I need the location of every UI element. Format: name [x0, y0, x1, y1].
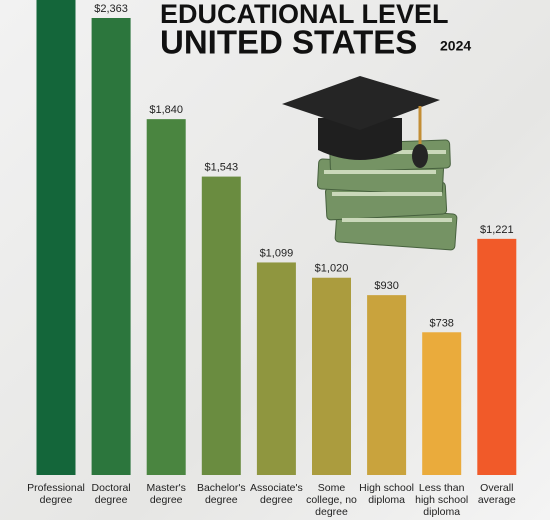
- x-tick-label: Less than high school diploma: [415, 482, 469, 518]
- x-tick-label: Master's degree: [146, 482, 186, 506]
- year: 2024: [440, 38, 471, 54]
- x-tick-label: High school diploma: [359, 482, 415, 506]
- value-label: $930: [374, 280, 398, 292]
- x-tick-label: Some college, no degree: [306, 482, 357, 518]
- bar: [367, 295, 407, 475]
- bar: [201, 176, 241, 475]
- value-label: $1,840: [149, 104, 183, 116]
- value-label: $1,543: [204, 162, 238, 174]
- value-label: $738: [429, 317, 453, 329]
- bar: [36, 0, 76, 476]
- chart-title: EDUCATIONAL LEVEL: [160, 0, 449, 29]
- value-label: $1,020: [315, 263, 349, 275]
- x-tick-label: Doctoral degree: [91, 482, 131, 506]
- value-label: $1,221: [480, 224, 514, 236]
- bar: [91, 17, 131, 476]
- value-label: $2,363: [94, 3, 128, 15]
- bar: [422, 332, 462, 475]
- value-label: $1,099: [260, 247, 294, 259]
- chart-subtitle: UNITED STATES: [160, 24, 417, 61]
- x-tick-label: Overall average: [477, 482, 516, 506]
- x-tick-label: Associate's degree: [250, 482, 303, 506]
- bar: [146, 119, 186, 476]
- x-tick-label: Bachelor's degree: [196, 482, 246, 506]
- illustration: [282, 76, 458, 251]
- bar: [477, 238, 517, 475]
- bar: [256, 262, 296, 475]
- bar: [312, 277, 351, 475]
- x-tick-label: Professional degree: [27, 482, 85, 506]
